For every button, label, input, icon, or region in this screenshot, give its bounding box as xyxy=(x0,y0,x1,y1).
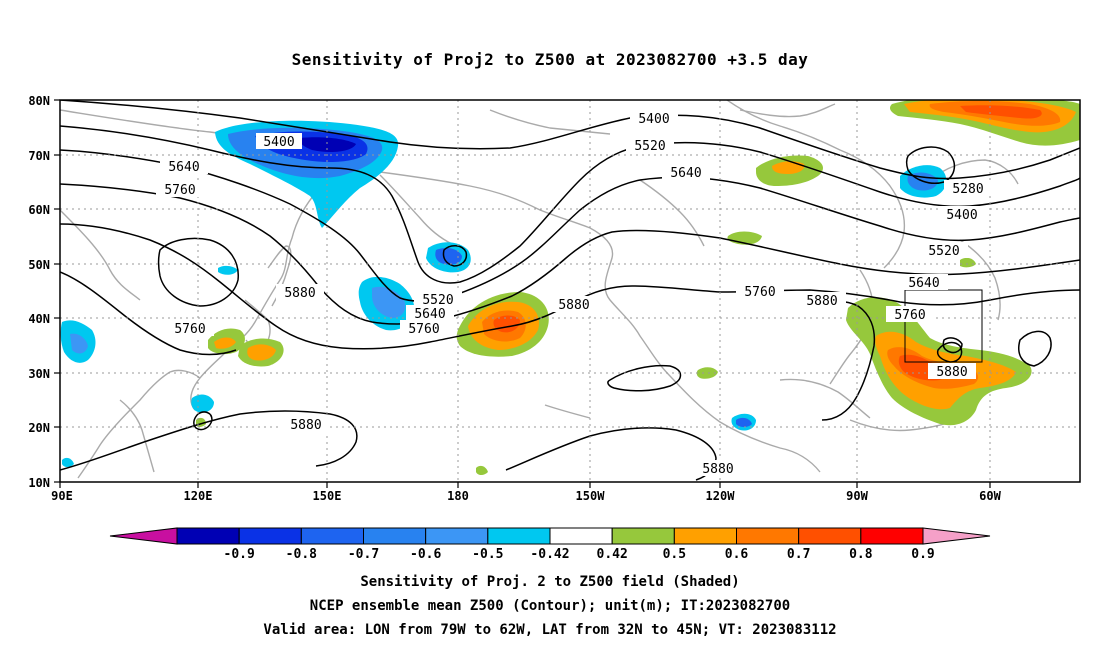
colorbar-label: -0.5 xyxy=(472,547,503,562)
lat-label: 50N xyxy=(28,258,50,272)
contour-label: 5640 xyxy=(414,307,445,322)
lon-label: 90E xyxy=(51,489,73,503)
colorbar: -0.9 -0.8 -0.7 -0.6 -0.5 -0.42 0.42 0.5 0.6 0.7 0.… xyxy=(109,527,991,562)
map-title: Sensitivity of Proj2 to Z500 at 20230827… xyxy=(291,50,809,69)
colorbar-label: -0.6 xyxy=(410,547,441,562)
colorbar-label: 0.7 xyxy=(787,547,810,562)
longitude-axis: 90E 120E 150E 180 150W 120W 90W 60W xyxy=(51,489,1001,503)
colorbar-bin xyxy=(487,527,551,545)
contour-label: 5880 xyxy=(702,462,733,477)
contour-label: 5400 xyxy=(638,112,669,127)
contour-label: 5760 xyxy=(408,322,439,337)
lat-label: 80N xyxy=(28,94,50,108)
colorbar-arrow-high xyxy=(922,527,991,545)
lon-label: 150W xyxy=(576,489,606,503)
colorbar-bin xyxy=(238,527,302,545)
lat-label: 40N xyxy=(28,312,50,326)
lon-label: 60W xyxy=(979,489,1001,503)
contour-label: 5640 xyxy=(168,160,199,175)
lon-label: 90W xyxy=(846,489,868,503)
colorbar-arrow-low xyxy=(109,527,178,545)
colorbar-bin xyxy=(673,527,737,545)
colorbar-bin xyxy=(798,527,862,545)
axis-ticks xyxy=(54,99,991,488)
grid-lines xyxy=(60,100,1080,482)
contour-label: 5880 xyxy=(284,286,315,301)
colorbar-label: -0.42 xyxy=(530,547,569,562)
lat-label: 10N xyxy=(28,476,50,490)
colorbar-bin xyxy=(860,527,924,545)
contour-label: 5640 xyxy=(670,166,701,181)
contour-label: 5400 xyxy=(263,135,294,150)
contour-label: 5760 xyxy=(174,322,205,337)
lat-label: 60N xyxy=(28,203,50,217)
lat-label: 70N xyxy=(28,149,50,163)
colorbar-label: 0.5 xyxy=(663,547,686,562)
colorbar-bin xyxy=(363,527,427,545)
contour-label: 5880 xyxy=(290,418,321,433)
contour-label: 5760 xyxy=(164,183,195,198)
colorbar-bin xyxy=(176,527,240,545)
lon-label: 120E xyxy=(184,489,213,503)
colorbar-bin xyxy=(549,527,613,545)
colorbar-bin xyxy=(611,527,675,545)
colorbar-label: -0.8 xyxy=(286,547,317,562)
contour-label: 5880 xyxy=(558,298,589,313)
lat-label: 20N xyxy=(28,421,50,435)
colorbar-label: 0.6 xyxy=(725,547,749,562)
contour-label: 5880 xyxy=(806,294,837,309)
contour-label: 5400 xyxy=(946,208,977,223)
contour-label: 5760 xyxy=(744,285,775,300)
lat-label: 30N xyxy=(28,367,50,381)
lon-label: 150E xyxy=(313,489,342,503)
footer-line-3: Valid area: LON from 79W to 62W, LAT fro… xyxy=(263,622,837,638)
contour-label: 5520 xyxy=(634,139,665,154)
map-frame xyxy=(59,99,1081,483)
colorbar-label: 0.9 xyxy=(911,547,934,562)
colorbar-label: -0.9 xyxy=(224,547,255,562)
colorbar-label: -0.7 xyxy=(348,547,379,562)
footer-line-2: NCEP ensemble mean Z500 (Contour); unit(… xyxy=(309,598,791,614)
contour-label: 5520 xyxy=(422,293,453,308)
colorbar-bin xyxy=(425,527,489,545)
contour-label: 5280 xyxy=(952,182,983,197)
contour-labels: 5400 5400 5400 5520 5520 5520 5640 5640 … xyxy=(156,110,992,477)
contour-label: 5880 xyxy=(936,365,967,380)
colorbar-bin xyxy=(736,527,800,545)
colorbar-label: 0.42 xyxy=(597,547,628,562)
map-plot-area xyxy=(60,100,1080,482)
contour-label: 5520 xyxy=(928,244,959,259)
coastlines xyxy=(60,100,1080,479)
colorbar-bin xyxy=(300,527,365,545)
lon-label: 120W xyxy=(706,489,736,503)
lon-label: 180 xyxy=(447,489,469,503)
contour-label: 5640 xyxy=(908,276,939,291)
contour-label: 5760 xyxy=(894,308,925,323)
colorbar-label: 0.8 xyxy=(849,547,873,562)
latitude-axis: 80N 70N 60N 50N 40N 30N 20N 10N xyxy=(28,94,50,490)
footer-line-1: Sensitivity of Proj. 2 to Z500 field (Sh… xyxy=(360,574,740,590)
